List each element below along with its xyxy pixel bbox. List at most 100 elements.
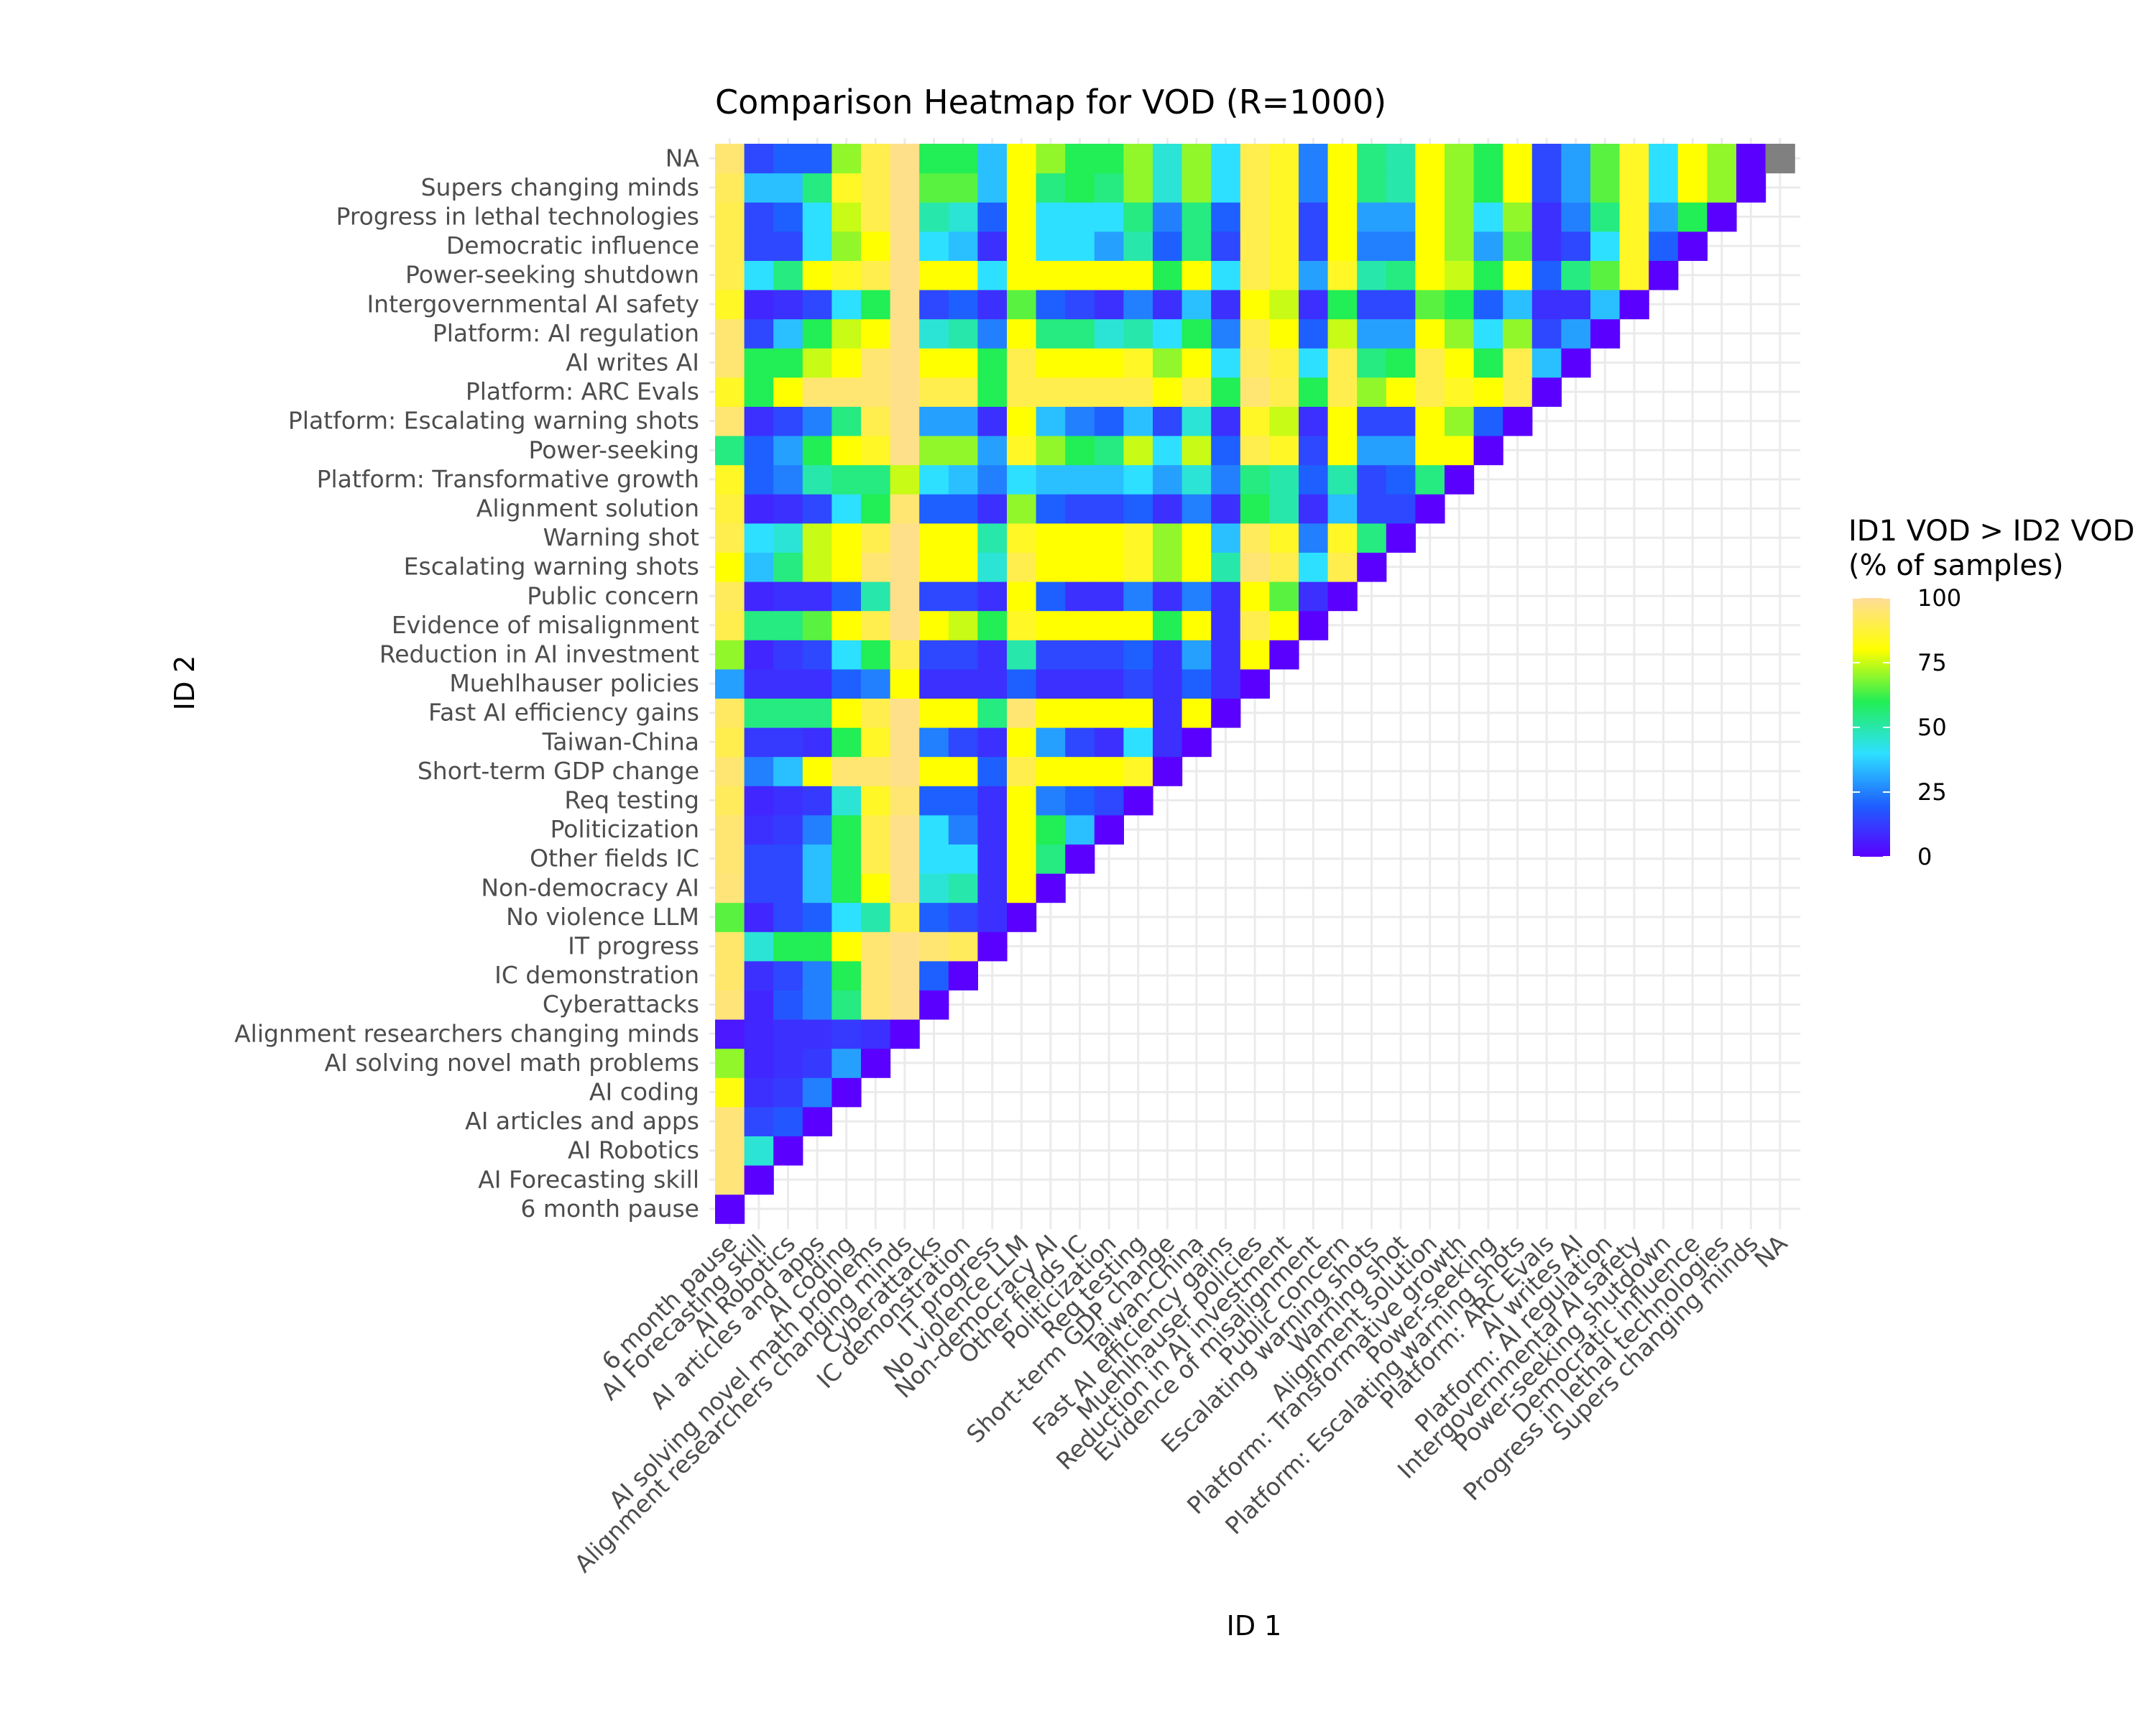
heatmap-cell [861,406,891,436]
heatmap-cell [1386,406,1416,436]
heatmap-cell [831,290,862,320]
heatmap-cell [1007,318,1037,349]
legend-tick-label: 0 [1917,843,1932,870]
heatmap-cell [744,814,774,845]
heatmap-cell [1531,348,1562,378]
heatmap-cell [831,231,862,261]
heatmap-cell [948,202,978,232]
heatmap-cell [715,902,745,932]
heatmap-cell [890,260,920,290]
heatmap-cell [1357,494,1387,524]
heatmap-cell [1269,552,1299,582]
heatmap-cell [1240,610,1270,640]
heatmap-cell [1211,231,1241,261]
heatmap-cell [802,1077,832,1108]
heatmap-cell [948,814,978,845]
heatmap-cell [890,844,920,874]
heatmap-cell [1211,552,1241,582]
heatmap-cell [773,960,803,990]
heatmap-cell [1065,172,1095,203]
heatmap-cell [715,1077,745,1108]
heatmap-cell [773,260,803,290]
heatmap-cell [1590,172,1621,203]
heatmap-cell [744,932,774,962]
heatmap-cell [802,640,832,670]
heatmap-cell [1181,260,1212,290]
heatmap-cell [831,756,862,786]
heatmap-cell [1327,523,1358,553]
heatmap-cell [1211,348,1241,378]
heatmap-cell [773,668,803,699]
heatmap-cell [1065,377,1095,407]
heatmap-cell [948,144,978,174]
heatmap-cell [831,144,862,174]
heatmap-cell [861,786,891,816]
heatmap-cell [1415,172,1445,203]
heatmap-cell [831,990,862,1020]
heatmap-cell [948,756,978,786]
heatmap-cell [1299,144,1329,174]
heatmap-cell [1211,318,1241,349]
heatmap-cell [1415,231,1445,261]
heatmap-cell [861,960,891,990]
heatmap-cell [1007,640,1037,670]
heatmap-cell [1357,202,1387,232]
heatmap-cell [1445,318,1475,349]
heatmap-cell [1007,581,1037,612]
heatmap-cell [1153,377,1183,407]
heatmap-cell [948,668,978,699]
heatmap-cell [977,668,1008,699]
heatmap-cell [948,610,978,640]
heatmap-cell [802,552,832,582]
heatmap-cell [861,202,891,232]
heatmap-cell [977,756,1008,786]
heatmap-cell [1094,436,1124,466]
heatmap-cell [977,202,1008,232]
heatmap-cell [1386,202,1416,232]
heatmap-cell [1445,172,1475,203]
heatmap-cell [1065,552,1095,582]
heatmap-cell [1153,144,1183,174]
heatmap-cell [890,1019,920,1049]
heatmap-cell [1153,494,1183,524]
heatmap-cell [1153,202,1183,232]
heatmap-cell [1153,348,1183,378]
heatmap-cell [890,552,920,582]
heatmap-cell [1065,436,1095,466]
heatmap-cell [1531,377,1562,407]
y-tick-label: Alignment solution [476,494,699,523]
y-tick-label: 6 month pause [520,1195,699,1223]
heatmap-cell [1240,406,1270,436]
heatmap-cell [948,318,978,349]
heatmap-cell [802,494,832,524]
heatmap-cell [977,260,1008,290]
heatmap-cell [1590,260,1621,290]
heatmap-cell [919,668,949,699]
heatmap-cell [861,523,891,553]
heatmap-cell [919,172,949,203]
heatmap-cell [948,902,978,932]
heatmap-cell [773,406,803,436]
heatmap-cell [744,290,774,320]
heatmap-cell [802,844,832,874]
heatmap-cell [1181,144,1212,174]
heatmap-cell [1299,172,1329,203]
heatmap-cell [831,348,862,378]
heatmap-cell [1123,202,1153,232]
heatmap-cell [1561,260,1591,290]
heatmap-cell [977,581,1008,612]
heatmap-cell [1153,552,1183,582]
heatmap-cell [1357,552,1387,582]
heatmap-cell [1415,348,1445,378]
heatmap-cell [1123,260,1153,290]
heatmap-cell [1153,406,1183,436]
heatmap-cell [977,406,1008,436]
heatmap-cell [977,318,1008,349]
heatmap-cell [715,814,745,845]
heatmap-cell [802,464,832,494]
heatmap-cell [890,640,920,670]
heatmap-cell [890,144,920,174]
heatmap-cell [1386,318,1416,349]
heatmap-cell [1065,523,1095,553]
